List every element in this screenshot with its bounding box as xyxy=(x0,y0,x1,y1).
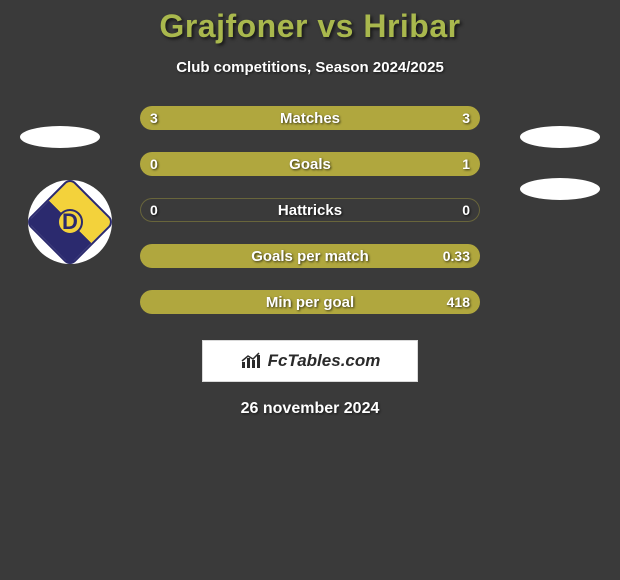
stat-label: Min per goal xyxy=(266,294,354,311)
stat-value-right: 0 xyxy=(462,202,470,218)
stat-value-right: 1 xyxy=(462,156,470,172)
stat-row: Goals per match 0.33 xyxy=(140,244,480,268)
brand-box[interactable]: FcTables.com xyxy=(202,340,418,382)
stat-value-right: 0.33 xyxy=(443,248,470,264)
stat-value-right: 3 xyxy=(462,110,470,126)
chart-icon xyxy=(240,352,262,370)
stat-rows: Matches 3 3 Goals 0 1 Hattricks 0 0 Goals per mat… xyxy=(0,106,620,314)
page-subtitle: Club competitions, Season 2024/2025 xyxy=(176,59,444,76)
infographic-container: Grajfoner vs Hribar Club competitions, S… xyxy=(0,0,620,580)
stat-label: Goals xyxy=(289,156,331,173)
stat-row: Hattricks 0 0 xyxy=(140,198,480,222)
stat-row: Goals 0 1 xyxy=(140,152,480,176)
stat-label: Matches xyxy=(280,110,340,127)
brand-label: FcTables.com xyxy=(268,351,381,371)
stat-label: Goals per match xyxy=(251,248,369,265)
stat-value-left: 3 xyxy=(150,110,158,126)
stat-value-left: 0 xyxy=(150,202,158,218)
stat-row: Min per goal 418 xyxy=(140,290,480,314)
stat-label: Hattricks xyxy=(278,202,342,219)
stat-value-right: 418 xyxy=(447,294,470,310)
date-label: 26 november 2024 xyxy=(241,400,380,418)
stat-row: Matches 3 3 xyxy=(140,106,480,130)
stat-value-left: 0 xyxy=(150,156,158,172)
page-title: Grajfoner vs Hribar xyxy=(159,8,460,45)
